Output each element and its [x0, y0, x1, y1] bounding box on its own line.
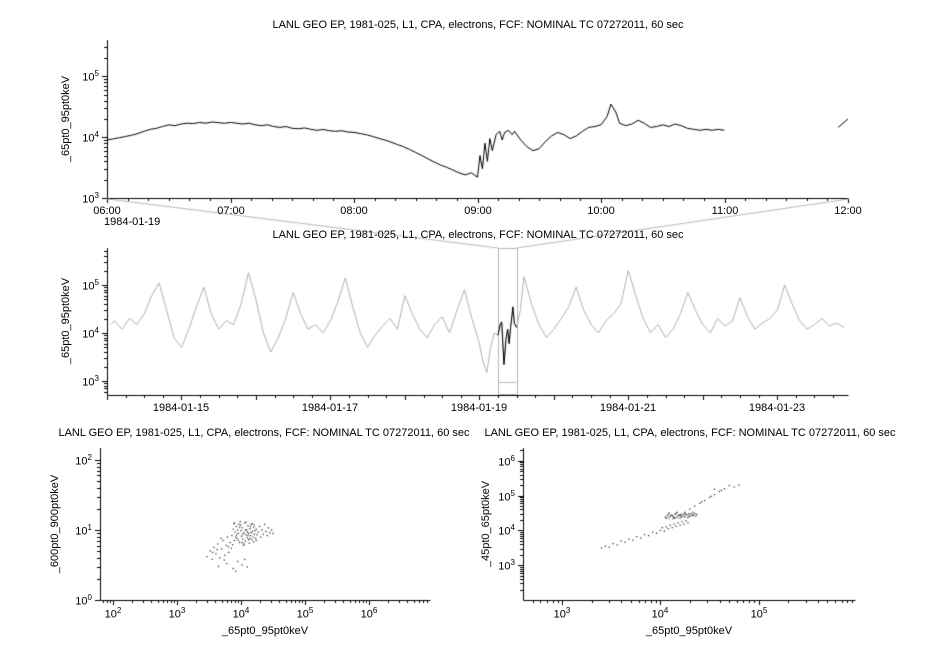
- y-tick-label: 105: [82, 69, 99, 84]
- plot-area-scatter-600-900[interactable]: [100, 448, 430, 600]
- x-tick-label: 103: [168, 606, 186, 621]
- x-tick-label: 11:00: [711, 205, 739, 217]
- context-selection-box[interactable]: [498, 248, 517, 395]
- plot-area-zoom-timeseries[interactable]: [107, 40, 848, 198]
- y-tick-label: 103: [498, 558, 515, 573]
- y-tick-label: 106: [498, 454, 515, 469]
- panel1-ylabel: _65pt0_95pt0keV: [60, 75, 72, 163]
- panel1-date-label: 1984-01-19: [104, 216, 161, 228]
- y-tick-label: 105: [82, 278, 99, 293]
- x-tick-label: 102: [104, 606, 122, 621]
- panel4-title: LANL GEO EP, 1981-025, L1, CPA, electron…: [484, 427, 896, 439]
- y-tick-label: 103: [82, 374, 99, 389]
- x-tick-label: 105: [750, 606, 768, 621]
- panel3-xlabel: _65pt0_95pt0keV: [221, 625, 309, 637]
- x-tick-label: 06:00: [93, 205, 121, 217]
- x-tick-label: 09:00: [464, 205, 492, 217]
- x-tick-label: 10:00: [587, 205, 615, 217]
- x-tick-label: 104: [651, 606, 669, 621]
- y-tick-label: 103: [82, 191, 99, 206]
- x-tick-label: 1984-01-21: [599, 402, 657, 414]
- y-tick-label: 105: [498, 489, 515, 504]
- y-tick-label: 104: [82, 326, 99, 341]
- x-tick-label: 105: [296, 606, 314, 621]
- x-tick-label: 12:00: [834, 205, 862, 217]
- x-tick-label: 103: [553, 606, 571, 621]
- plot-area-scatter-45-65[interactable]: [523, 448, 855, 600]
- x-tick-label: 104: [232, 606, 250, 621]
- panel2-title: LANL GEO EP, 1981-025, L1, CPA, electron…: [272, 229, 684, 241]
- panel3-title: LANL GEO EP, 1981-025, L1, CPA, electron…: [58, 427, 470, 439]
- y-tick-label: 104: [82, 130, 99, 145]
- plot-area-context-timeseries[interactable]: [107, 248, 848, 395]
- x-tick-label: 1984-01-17: [301, 402, 359, 414]
- x-tick-label: 1984-01-23: [748, 402, 806, 414]
- x-tick-label: 08:00: [340, 205, 368, 217]
- x-tick-label: 1984-01-19: [450, 402, 508, 414]
- x-tick-label: 1984-01-15: [152, 402, 210, 414]
- x-tick-label: 07:00: [217, 205, 245, 217]
- y-tick-label: 100: [75, 593, 92, 608]
- y-tick-label: 104: [498, 523, 515, 538]
- y-tick-label: 102: [75, 453, 92, 468]
- panel4-xlabel: _65pt0_95pt0keV: [645, 625, 733, 637]
- x-tick-label: 106: [360, 606, 378, 621]
- panel1-title: LANL GEO EP, 1981-025, L1, CPA, electron…: [272, 19, 684, 31]
- y-tick-label: 101: [75, 523, 92, 538]
